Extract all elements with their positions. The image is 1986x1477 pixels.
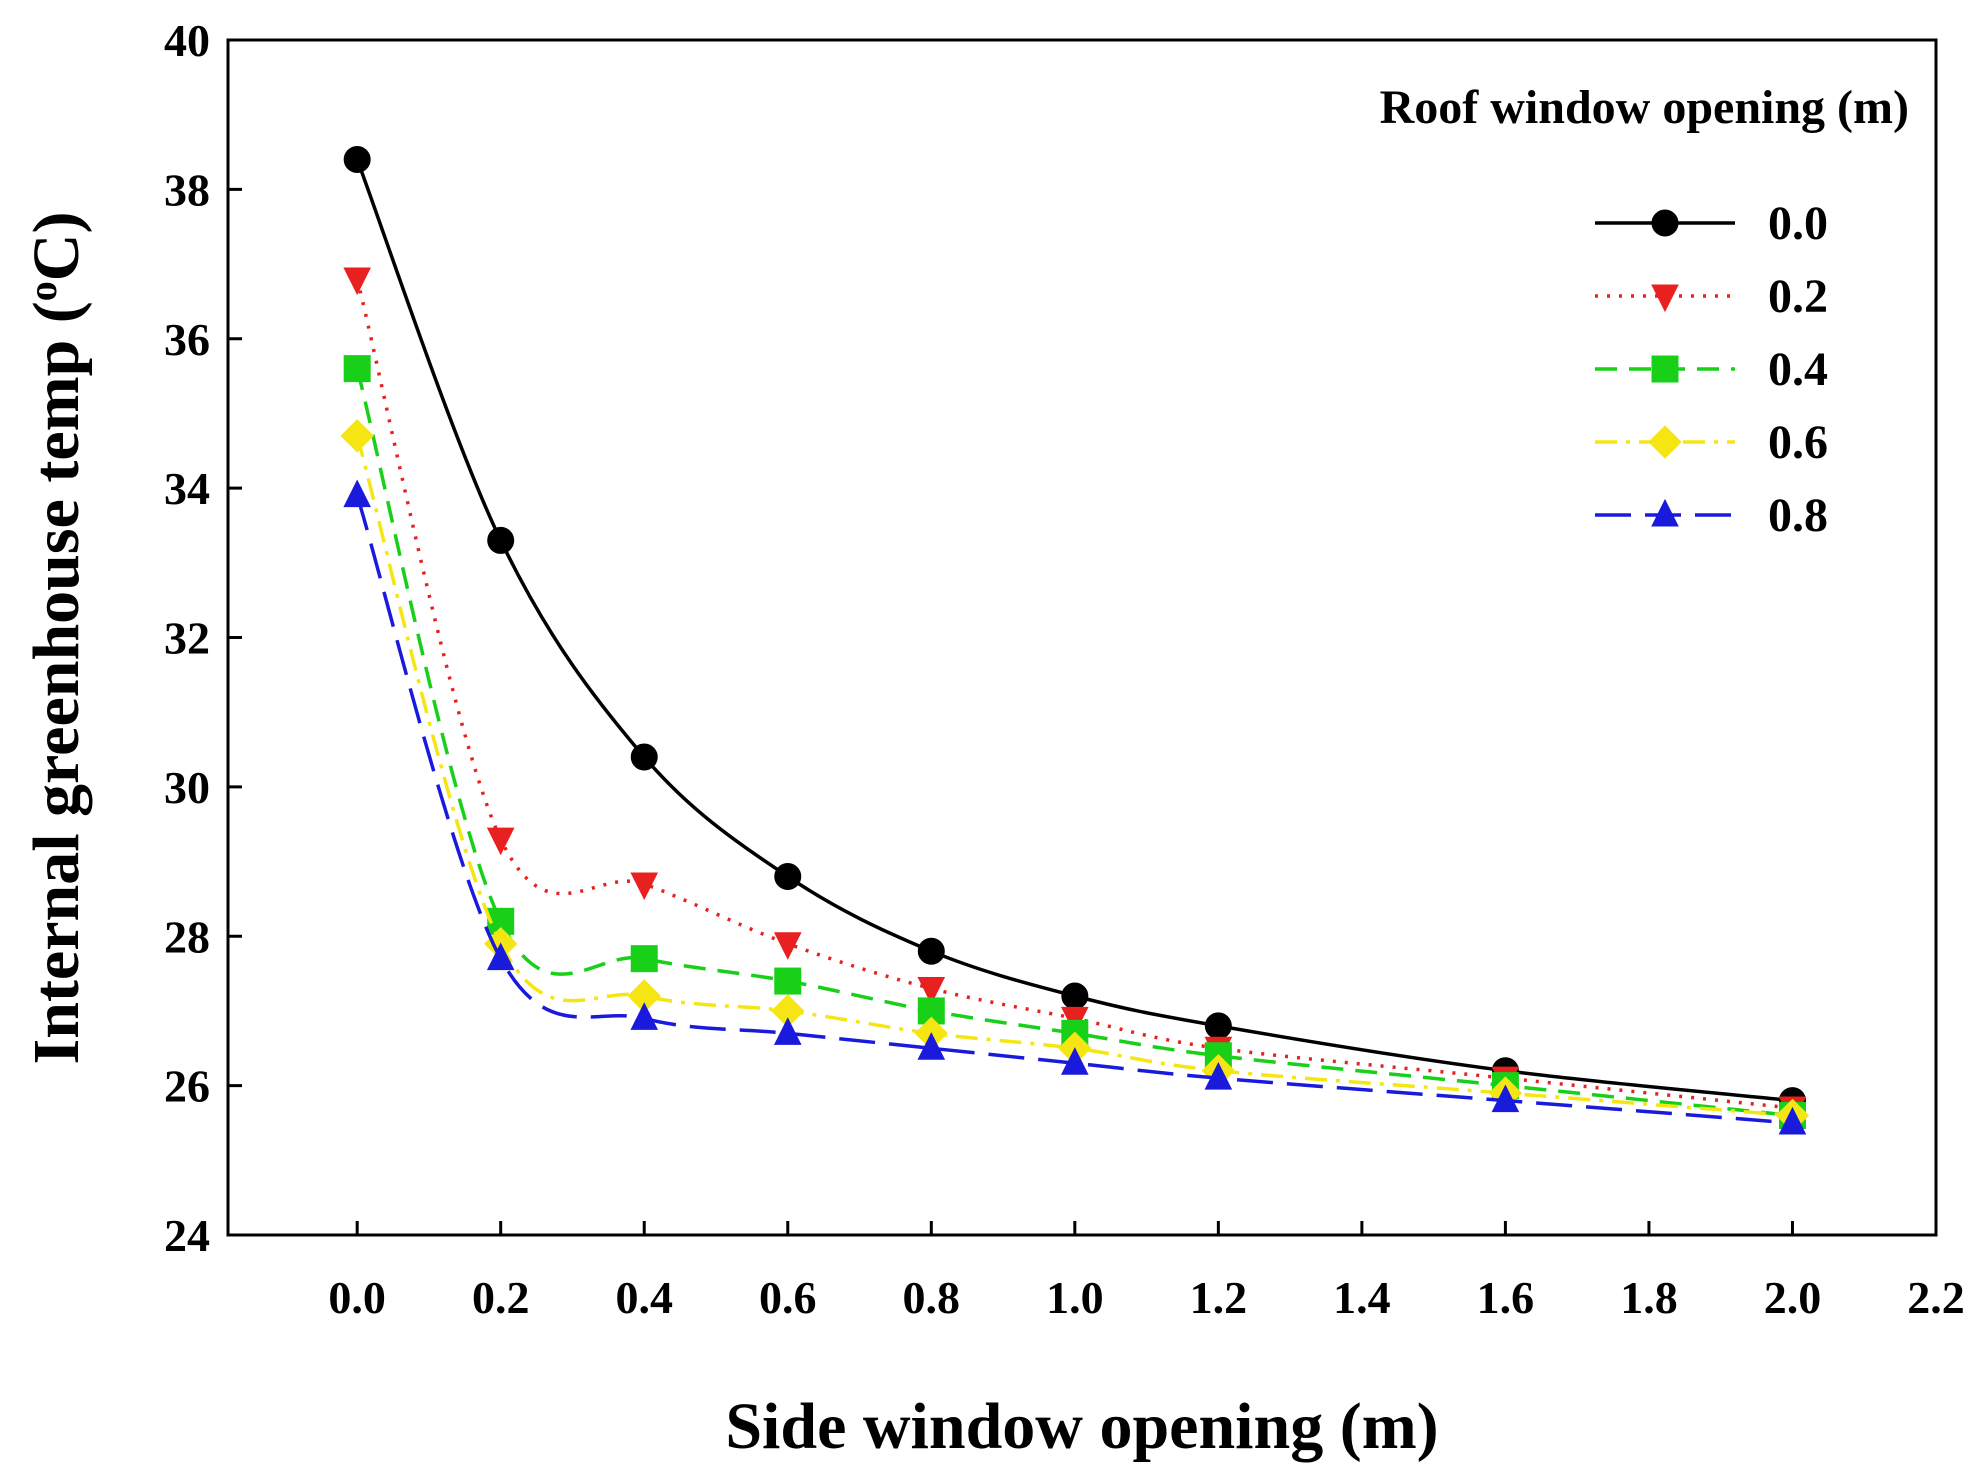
x-tick-label: 1.2	[1190, 1272, 1248, 1323]
x-tick-label: 1.6	[1477, 1272, 1535, 1323]
x-tick-label: 0.0	[328, 1272, 386, 1323]
legend-item: 0.2	[1595, 270, 1828, 323]
x-tick-label: 0.2	[472, 1272, 530, 1323]
data-point	[773, 1017, 802, 1045]
legend-marker	[1651, 209, 1679, 237]
x-tick-label: 1.4	[1333, 1272, 1391, 1323]
series-line	[355, 368, 1793, 1118]
legend-label: 0.8	[1768, 489, 1828, 542]
legend: Roof window opening (m) 0.0 0.2 0.4 0.6 0.8	[1380, 81, 1909, 542]
y-tick-label: 34	[164, 463, 210, 514]
data-point	[774, 863, 802, 890]
data-point	[1061, 982, 1089, 1010]
data-point	[917, 937, 945, 965]
y-tick-label: 40	[164, 15, 210, 66]
legend-marker	[1648, 425, 1682, 459]
data-point	[486, 827, 515, 856]
data-point	[343, 267, 371, 296]
series-0.8	[343, 479, 1807, 1135]
data-point	[1204, 1012, 1232, 1040]
x-tick-label: 0.6	[759, 1272, 817, 1323]
y-axis-title-sup: o	[20, 281, 65, 301]
legend-item: 0.4	[1595, 343, 1828, 396]
legend-label: 0.6	[1768, 416, 1828, 469]
y-tick-label: 24	[164, 1210, 210, 1261]
y-tick-label: 30	[164, 762, 210, 813]
legend-label: 0.4	[1768, 343, 1828, 396]
series-line	[355, 435, 1793, 1118]
y-axis-title: Internal greenhouse temp (oC)	[20, 212, 93, 1065]
y-tick-label: 28	[164, 911, 210, 962]
legend-item: 0.6	[1595, 416, 1828, 469]
legend-marker	[1651, 284, 1679, 313]
data-point	[1491, 1084, 1520, 1113]
x-tick-label: 2.0	[1764, 1272, 1822, 1323]
series-group	[340, 146, 1810, 1135]
data-point	[343, 146, 371, 173]
data-point	[486, 942, 515, 971]
series-line	[355, 495, 1793, 1125]
x-tick-label: 1.0	[1046, 1272, 1104, 1323]
data-point	[630, 1002, 659, 1030]
x-tick-label: 0.8	[903, 1272, 961, 1323]
y-axis-title-main: Internal greenhouse temp (	[20, 301, 93, 1064]
data-point	[630, 872, 659, 901]
data-point	[340, 419, 374, 453]
legend-label: 0.0	[1768, 197, 1828, 250]
data-point	[630, 743, 658, 771]
legend-title: Roof window opening (m)	[1380, 81, 1909, 134]
data-point	[1778, 1106, 1807, 1135]
legend-marker	[1651, 498, 1679, 527]
y-tick-label: 38	[164, 164, 210, 215]
legend-item: 0.0	[1595, 197, 1828, 250]
legend-marker	[1651, 355, 1679, 383]
data-point	[774, 967, 802, 995]
data-point	[343, 355, 371, 383]
y-tick-label: 36	[164, 314, 210, 365]
x-axis: 0.0 0.2 0.4 0.6 0.8 1.0 1.2 1.4 1.6 1.8 2.0 2.2	[328, 1221, 1965, 1323]
y-axis-title-end: C)	[20, 212, 93, 282]
series-0.0	[343, 146, 1806, 1115]
legend-item: 0.8	[1595, 489, 1828, 542]
x-tick-label: 2.2	[1907, 1272, 1965, 1323]
series-line	[355, 158, 1793, 1103]
data-point	[773, 932, 802, 960]
data-point	[1061, 1047, 1089, 1075]
y-tick-label: 26	[164, 1061, 210, 1112]
data-point	[343, 479, 371, 508]
y-axis: 24 26 28 30 32 34 36 38 40	[164, 15, 242, 1261]
x-tick-label: 1.8	[1620, 1272, 1678, 1323]
data-point	[917, 1032, 946, 1060]
data-point	[630, 945, 658, 973]
x-axis-title: Side window opening (m)	[725, 1390, 1438, 1463]
data-point	[487, 526, 515, 554]
legend-label: 0.2	[1768, 270, 1828, 323]
data-point	[1204, 1062, 1233, 1090]
data-point	[917, 977, 946, 1005]
x-tick-label: 0.4	[615, 1272, 673, 1323]
y-tick-label: 32	[164, 613, 210, 664]
